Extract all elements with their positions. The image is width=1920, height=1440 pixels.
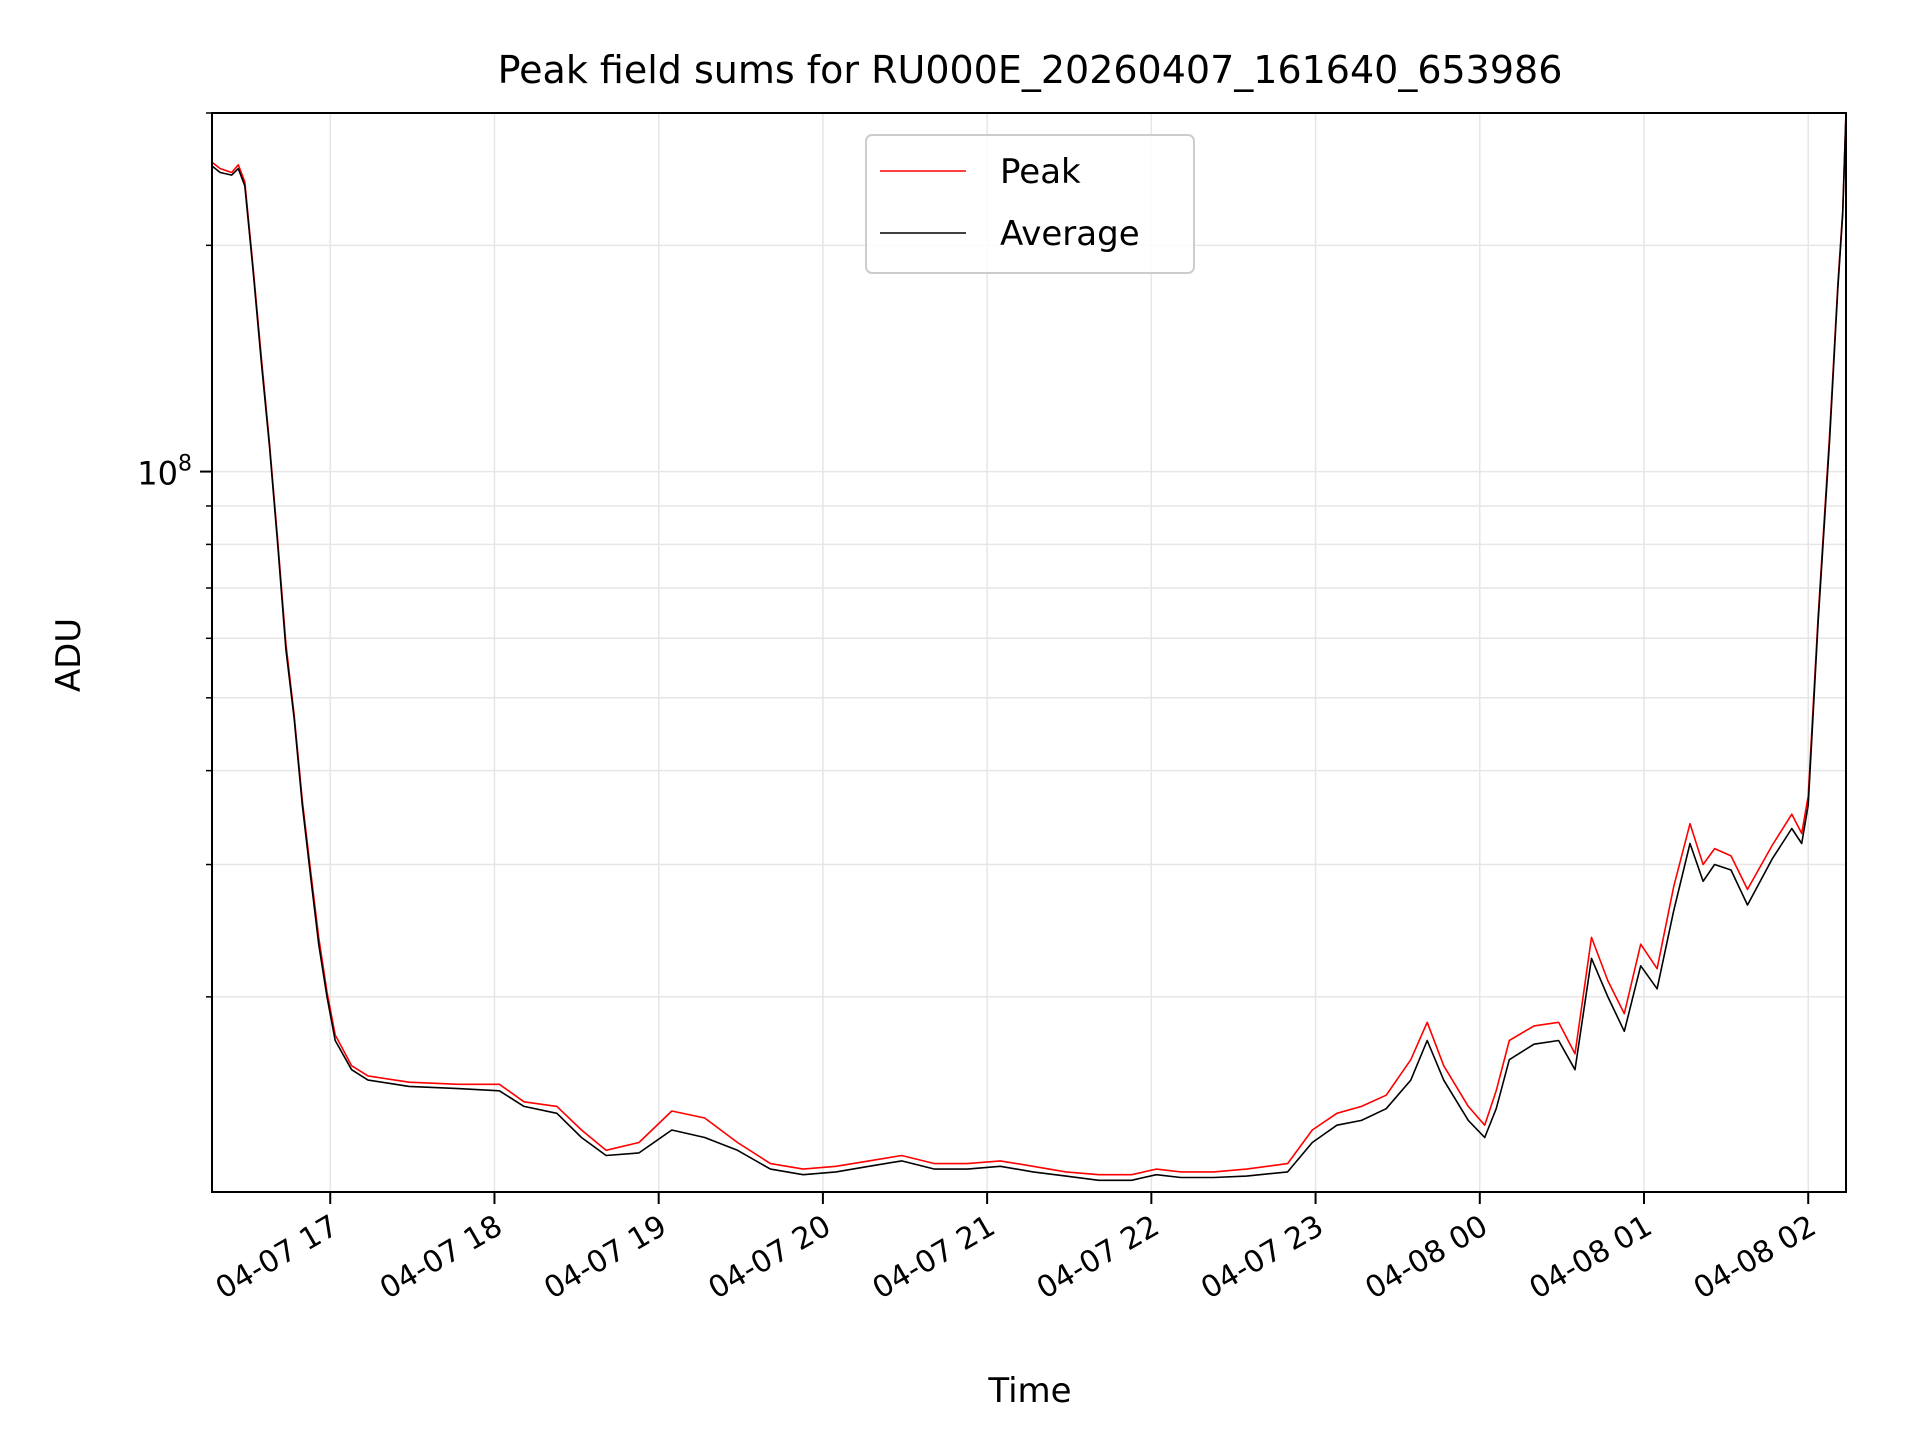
legend-box [865,134,1195,274]
y-axis-label: ADU [49,618,89,692]
grid [212,112,1846,1192]
y-axis: 108 [137,112,212,998]
legend: Peak Average [865,134,1195,274]
chart-title: Peak field sums for RU000E_20260407_1616… [498,48,1563,92]
legend-label-average: Average [1000,214,1140,254]
series-layer [211,112,1847,1182]
x-axis-label: Time [987,1371,1071,1411]
plot-frame [211,112,1847,1193]
y-tick-label: 108 [137,452,192,493]
legend-label-peak: Peak [1000,152,1081,192]
series-line-peak [211,112,1847,1176]
series-line-average [211,112,1847,1182]
